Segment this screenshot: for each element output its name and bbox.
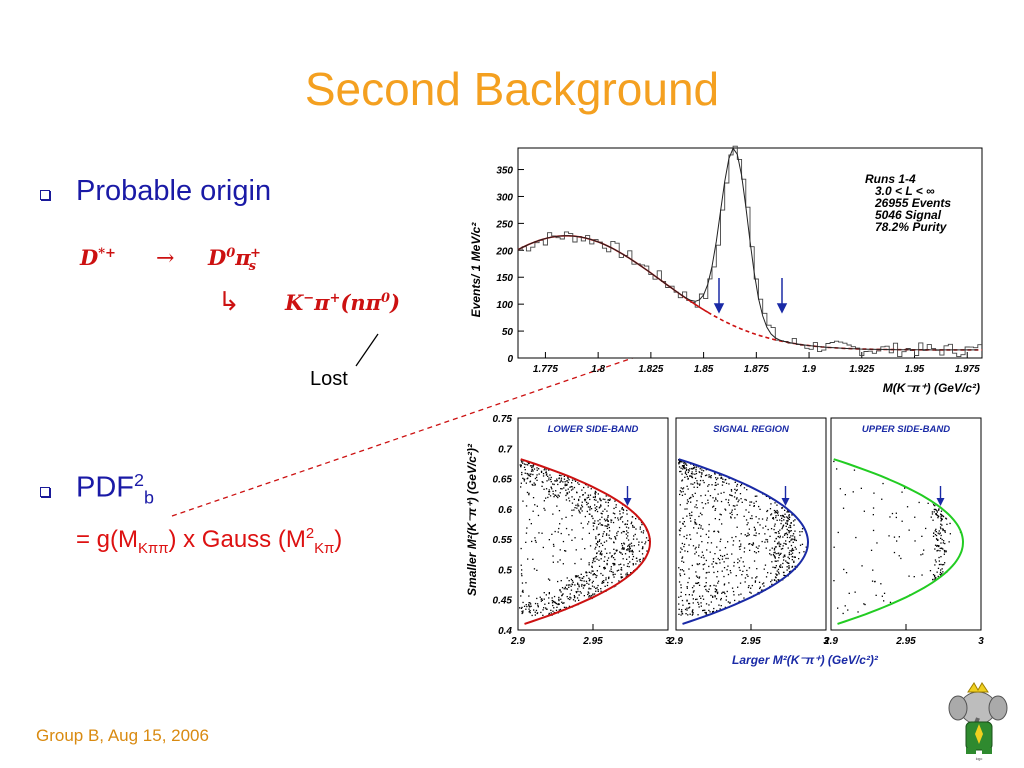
mass-xtick-label: 1.8: [591, 364, 605, 375]
dalitz-ytick-label: 0.6: [498, 505, 512, 516]
dalitz-xtick-label: 3: [978, 636, 984, 647]
decay-arrow: →: [156, 246, 175, 271]
formula-sup2: 2: [305, 526, 315, 542]
dalitz-xtick-label: 2.95: [582, 636, 603, 647]
info-range: 3.0 < L < ∞: [875, 184, 935, 198]
mass-info-box: Runs 1-4 3.0 < L < ∞ 26955 Events 5046 S…: [865, 172, 951, 234]
info-runs: Runs 1-4: [865, 172, 916, 186]
info-signal: 5046 Signal: [875, 208, 942, 222]
decay-parent: D: [80, 245, 99, 270]
mass-ytick-label: 150: [496, 273, 513, 284]
mass-ytick-label: 350: [496, 166, 513, 177]
decay-npi: (nπ: [340, 290, 382, 315]
dalitz-xtick-label: 2.95: [740, 636, 761, 647]
dalitz-ytick-label: 0.45: [493, 596, 513, 607]
dalitz-plots: 0.4 0.45 0.5 0.55 0.6 0.65 0.7 0.75 LOWER SIDE-…: [465, 414, 984, 667]
dalitz-xtick-label: 2.95: [895, 636, 916, 647]
elephant-logo: logo: [948, 682, 1008, 761]
dalitz-panel-label: UPPER SIDE-BAND: [862, 424, 950, 435]
mass-ylabel: Events/ 1 MeV/c²: [469, 222, 483, 318]
mass-xtick-label: 1.95: [905, 364, 925, 375]
dalitz-xtick-label: 3: [665, 636, 671, 647]
decay-d0: D: [208, 245, 227, 270]
mass-ytick-label: 0: [507, 354, 513, 365]
pdf-sub: b: [144, 487, 154, 508]
mass-xtick-label: 1.925: [849, 364, 874, 375]
decay-npi-sup: 0: [381, 291, 391, 306]
svg-text:logo: logo: [976, 757, 983, 761]
slide-footer: Group B, Aug 15, 2006: [36, 726, 209, 745]
formula-sub2: Kπ: [314, 540, 335, 557]
mass-xtick-label: 1.875: [744, 364, 769, 375]
decay-pi2: π: [314, 290, 330, 315]
slide-title: Second Background: [304, 63, 720, 115]
dalitz-xtick-label: 2.9: [510, 636, 525, 647]
bullet-icon: [40, 487, 50, 497]
dalitz-panel: UPPER SIDE-BAND 2.9 2.95 3: [823, 417, 984, 647]
pdf-sup: 2: [134, 470, 144, 490]
formula-mid: ) x Gauss (M: [168, 526, 306, 553]
signal-window-arrows: [713, 278, 788, 314]
dalitz-xlabel: Larger M²(K⁻π⁺) (GeV/c²)²: [732, 653, 879, 667]
mass-xtick-label: 1.775: [533, 364, 558, 375]
bullet-probable-origin: Probable origin: [76, 175, 272, 207]
decay-parent-sup: *+: [98, 246, 116, 261]
bullet-pdf: PDF2b: [76, 470, 154, 508]
mass-ytick-label: 50: [502, 327, 514, 338]
dalitz-panel-label: LOWER SIDE-BAND: [548, 424, 639, 435]
pdf-text: PDF: [76, 471, 134, 504]
decay-k: K: [285, 290, 304, 315]
mass-ytick-label: 100: [496, 300, 513, 311]
decay-pi2-sup: +: [329, 291, 341, 306]
mass-ytick-label: 300: [496, 192, 513, 203]
bullet-icon: [40, 190, 50, 200]
decay-pi-sub: s: [248, 259, 256, 275]
lost-label: Lost: [310, 368, 348, 390]
mass-ytick-label: 250: [495, 219, 513, 230]
info-events: 26955 Events: [874, 196, 951, 210]
dalitz-xtick-label: 3: [823, 636, 829, 647]
decay-npi-end: ): [390, 290, 401, 315]
mass-xtick-label: 1.825: [638, 364, 663, 375]
formula-eq: = g(M: [76, 526, 139, 553]
decay-line-1: D*+: [80, 245, 116, 270]
mass-xlabel: M(K⁻π⁺) (GeV/c²): [883, 381, 980, 395]
decay-d0-sup: 0: [226, 246, 236, 261]
dalitz-panel-label: SIGNAL REGION: [713, 424, 790, 435]
dalitz-ytick-label: 0.4: [498, 626, 512, 637]
decay-pi-sup: +: [249, 246, 261, 261]
decay-hook-arrow: ↳: [218, 286, 240, 316]
decay-products-1: D0πs+: [208, 245, 269, 274]
dalitz-xtick-label: 2.9: [823, 636, 838, 647]
dalitz-ytick-label: 0.65: [493, 475, 513, 486]
dalitz-ylabel: Smaller M²(K⁻π⁺) (GeV/c²)²: [465, 443, 479, 596]
formula-end: ): [334, 526, 343, 553]
mass-xtick-label: 1.85: [694, 364, 714, 375]
dalitz-panel: SIGNAL REGION 2.9 2.95 3: [668, 417, 829, 647]
dalitz-ytick-label: 0.55: [493, 535, 513, 546]
decay-pi: π: [235, 245, 251, 270]
decay-products-2: K−π+(nπ0): [285, 290, 400, 315]
decay-k-sup: −: [303, 291, 315, 306]
dalitz-xtick-label: 2.9: [668, 636, 683, 647]
formula-sub1: Kππ: [138, 540, 169, 557]
info-purity: 78.2% Purity: [875, 220, 948, 234]
dalitz-panel: LOWER SIDE-BAND 2.9 2.95 3: [510, 417, 671, 647]
dalitz-ytick-label: 0.75: [493, 414, 513, 425]
mass-xtick-label: 1.9: [802, 364, 816, 375]
mass-xtick-label: 1.975: [955, 364, 980, 375]
pdf-formula: = g(MKππ) x Gauss (M2Kπ): [76, 526, 342, 557]
mass-ytick-label: 200: [495, 246, 513, 257]
dalitz-ytick-label: 0.7: [498, 444, 512, 455]
dashed-connector: [171, 327, 721, 517]
dalitz-ytick-label: 0.5: [498, 565, 512, 576]
mass-histogram: 0 50 100 150 200 250 300 350 1.775 1.8 1.825 1.85 1…: [469, 145, 983, 395]
